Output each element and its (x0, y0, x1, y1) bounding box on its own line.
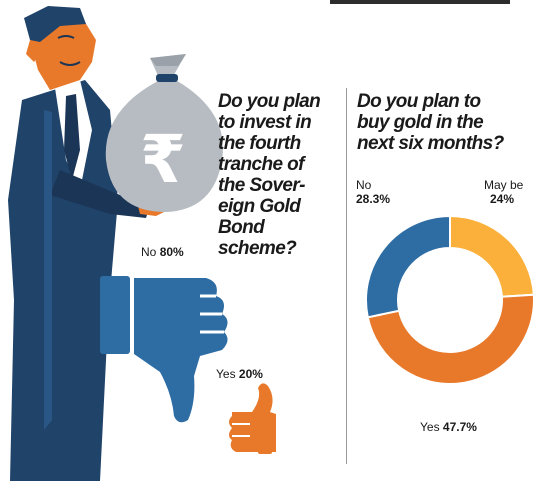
question-line: to invest in (218, 112, 312, 133)
donut-label-maybe-text: May be (484, 178, 524, 192)
donut-slice-no (365, 214, 451, 319)
donut-label-maybe: May be 24% (484, 178, 523, 206)
donut-chart (365, 214, 535, 385)
donut-label-yes: Yes 47.7% (420, 420, 477, 434)
question-sgb-title: Do you plan to invest in the fourth tran… (218, 91, 338, 259)
question-line: next six months? (357, 133, 504, 154)
yes-label-value: 20% (238, 367, 263, 381)
yes-label-text: Yes (216, 367, 236, 381)
donut-label-no-text: No (356, 178, 372, 192)
question-line: buy gold in the (357, 112, 484, 133)
donut-label-yes-value: 47.7% (442, 420, 477, 434)
question-line: the fourth (218, 133, 301, 154)
no-label-value: 80% (159, 245, 184, 259)
no-80-label: No 80% (141, 245, 184, 259)
donut-label-no: No 28.3% (356, 178, 390, 206)
divider-line (346, 88, 347, 464)
question-line: Do you plan (218, 91, 321, 112)
question-line: Do you plan to (357, 91, 481, 112)
question-line: tranche of (218, 154, 304, 175)
question-line: eign Gold (218, 196, 301, 217)
question-line: Bond (218, 217, 265, 238)
question-gold-title: Do you plan to buy gold in the next six … (357, 91, 547, 154)
svg-text:₹: ₹ (140, 121, 186, 198)
yes-20-label: Yes 20% (216, 367, 263, 381)
question-line: scheme? (218, 238, 297, 259)
no-label-text: No (141, 245, 157, 259)
donut-label-maybe-value: 24% (490, 192, 515, 206)
question-line: the Sover- (218, 175, 306, 196)
top-rule (330, 0, 510, 4)
donut-slice-may-be (449, 214, 535, 298)
donut-label-no-value: 28.3% (356, 192, 391, 206)
donut-slice-yes (366, 293, 535, 385)
donut-label-yes-text: Yes (420, 420, 440, 434)
